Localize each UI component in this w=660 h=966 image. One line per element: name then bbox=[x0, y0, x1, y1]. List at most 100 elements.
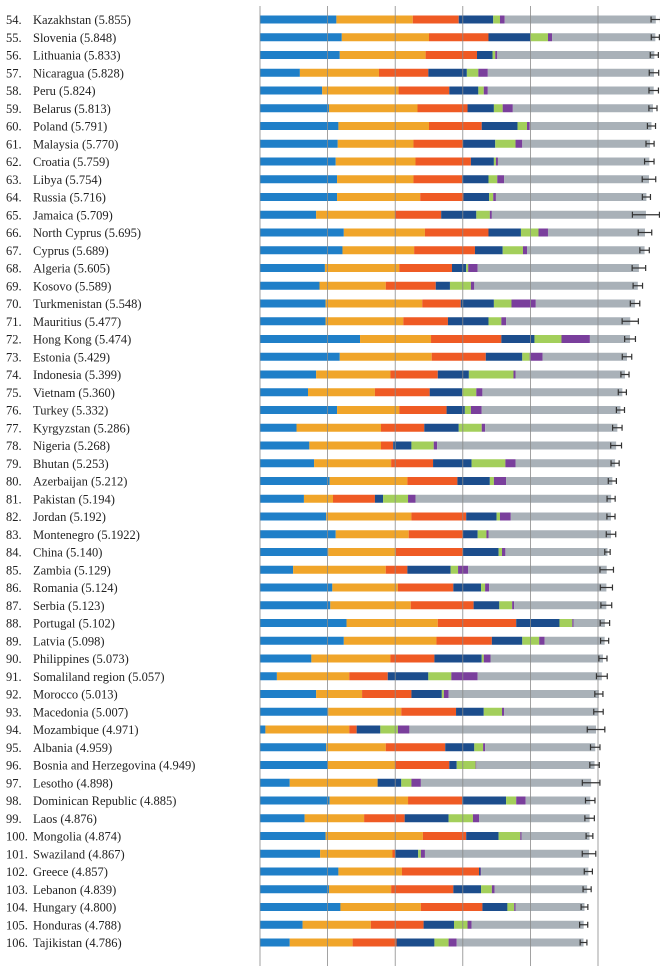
bar-segment-generosity bbox=[450, 565, 459, 574]
bar-segment-residual bbox=[515, 903, 585, 911]
row-rank: 65. bbox=[6, 208, 22, 222]
row-rank: 82. bbox=[6, 510, 22, 524]
row-country-label: Indonesia (5.399) bbox=[33, 368, 121, 382]
row-country-label: Lebanon (4.839) bbox=[33, 883, 116, 897]
row-country-label: Nicaragua (5.828) bbox=[33, 66, 124, 80]
bar-segment-residual bbox=[415, 494, 612, 503]
bar-segment-corruption bbox=[485, 583, 490, 592]
bar-segment-corruption bbox=[467, 920, 472, 929]
bar-segment-generosity bbox=[498, 548, 503, 556]
bar-segment-residual bbox=[504, 175, 649, 184]
bar-segment-gdp bbox=[260, 370, 317, 379]
bar-segment-residual bbox=[488, 530, 611, 539]
bar-segment-residual bbox=[504, 707, 599, 716]
row-country-label: Greece (4.857) bbox=[33, 865, 108, 879]
bar-segment-social bbox=[329, 796, 409, 805]
row-country-label: Jordan (5.192) bbox=[33, 510, 106, 524]
bar-segment-social bbox=[335, 157, 416, 166]
row-rank: 77. bbox=[6, 421, 22, 435]
bar-segment-residual bbox=[512, 104, 653, 113]
bar-segment-health bbox=[395, 761, 450, 769]
row-rank: 91. bbox=[6, 670, 22, 684]
bar-segment-gdp bbox=[260, 654, 312, 663]
bar-segment-health bbox=[381, 441, 394, 450]
bar-segment-gdp bbox=[260, 86, 323, 95]
bar-segment-corruption bbox=[572, 619, 574, 627]
bar-segment-generosity bbox=[502, 246, 523, 255]
bar-segment-corruption bbox=[547, 33, 553, 42]
bar-segment-corruption bbox=[481, 423, 486, 432]
row-rank: 88. bbox=[6, 617, 22, 631]
bar-segment-health bbox=[403, 317, 448, 326]
row-country-label: Montenegro (5.1922) bbox=[33, 528, 140, 542]
bar-segment-freedom bbox=[491, 636, 523, 645]
bar-segment-corruption bbox=[502, 104, 513, 113]
row-country-label: Cyprus (5.689) bbox=[33, 244, 109, 258]
row-rank: 96. bbox=[6, 759, 22, 773]
bar-segment-freedom bbox=[445, 743, 475, 752]
bar-segment-corruption bbox=[483, 654, 491, 663]
bar-segment-generosity bbox=[471, 459, 506, 468]
bar-segment-corruption bbox=[420, 849, 425, 858]
bar-segment-gdp bbox=[260, 139, 338, 148]
bar-segment-residual bbox=[573, 619, 605, 627]
bar-segment-freedom bbox=[466, 832, 499, 840]
bar-segment-gdp bbox=[260, 814, 305, 823]
row-rank: 75. bbox=[6, 386, 22, 400]
row-country-label: Poland (5.791) bbox=[33, 120, 107, 134]
bar-segment-freedom bbox=[404, 814, 449, 823]
row-country-label: Russia (5.716) bbox=[33, 191, 106, 205]
row-country-label: Peru (5.824) bbox=[33, 84, 96, 98]
bar-segment-corruption bbox=[520, 832, 522, 840]
bar-segment-corruption bbox=[515, 139, 523, 148]
bar-segment-residual bbox=[477, 672, 602, 681]
bar-segment-generosity bbox=[411, 441, 434, 450]
row-country-label: Pakistan (5.194) bbox=[33, 492, 115, 506]
bar-segment-social bbox=[304, 814, 365, 823]
bar-segment-gdp bbox=[260, 583, 333, 592]
row-country-label: China (5.140) bbox=[33, 546, 102, 560]
bar-segment-gdp bbox=[260, 725, 266, 734]
bar-segment-freedom bbox=[446, 406, 465, 414]
bar-segment-gdp bbox=[260, 903, 341, 911]
bar-segment-social bbox=[299, 68, 379, 77]
bar-segment-health bbox=[397, 583, 454, 592]
bar-segment-generosity bbox=[466, 68, 479, 77]
bar-segment-social bbox=[289, 778, 378, 787]
bar-segment-gdp bbox=[260, 15, 337, 24]
bar-segment-freedom bbox=[396, 938, 435, 947]
bar-segment-social bbox=[343, 636, 437, 645]
bar-segment-corruption bbox=[497, 175, 505, 184]
bar-segment-health bbox=[429, 33, 489, 42]
row-rank: 66. bbox=[6, 226, 22, 240]
bar-segment-corruption bbox=[489, 210, 492, 219]
bar-segment-corruption bbox=[470, 406, 482, 414]
bar-segment-generosity bbox=[481, 885, 492, 894]
row-country-label: Somaliland region (5.057) bbox=[33, 670, 165, 684]
bar-segment-gdp bbox=[260, 548, 329, 556]
bar-segment-corruption bbox=[472, 814, 480, 823]
bar-segment-health bbox=[431, 335, 502, 343]
bar-segment-freedom bbox=[463, 193, 490, 201]
row-rank: 62. bbox=[6, 155, 22, 169]
bar-segment-freedom bbox=[457, 477, 490, 485]
bar-segment-health bbox=[415, 157, 471, 166]
bar-segment-residual bbox=[515, 370, 625, 379]
bar-segment-health bbox=[374, 388, 430, 397]
bar-segment-social bbox=[325, 317, 404, 326]
bar-segment-health bbox=[413, 175, 463, 184]
row-country-label: Morocco (5.013) bbox=[33, 688, 118, 702]
bar-segment-health bbox=[398, 86, 450, 95]
row-rank: 54. bbox=[6, 13, 22, 27]
bar-segment-freedom bbox=[393, 441, 412, 450]
bar-segment-gdp bbox=[260, 867, 339, 876]
bar-segment-residual bbox=[515, 459, 616, 468]
bar-segment-social bbox=[316, 370, 391, 379]
bar-segment-freedom bbox=[466, 512, 497, 521]
bar-segment-social bbox=[311, 654, 391, 663]
bar-segment-corruption bbox=[411, 778, 421, 787]
bar-segment-corruption bbox=[502, 707, 505, 716]
row-country-label: Honduras (4.788) bbox=[33, 918, 121, 932]
bar-segment-social bbox=[328, 548, 396, 556]
bar-segment-generosity bbox=[493, 299, 512, 308]
